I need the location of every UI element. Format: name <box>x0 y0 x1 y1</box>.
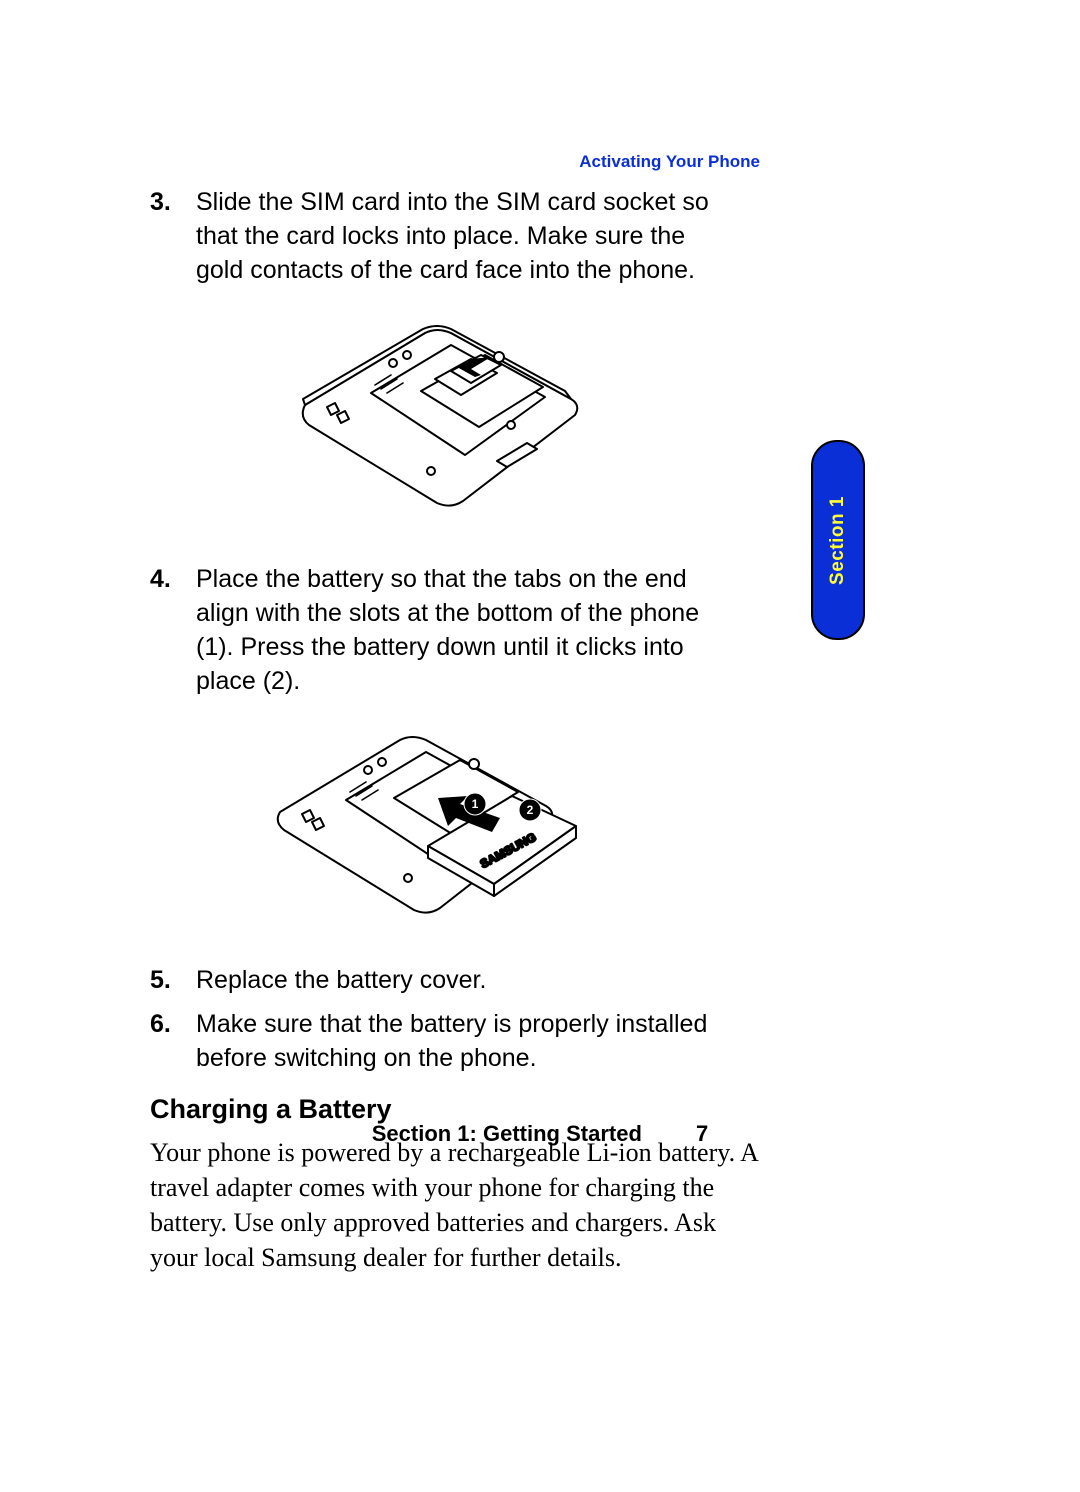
phone-battery-illustration-icon: SAMSUNG 1 2 <box>260 726 620 926</box>
step-text: Make sure that the battery is properly i… <box>196 1008 730 1076</box>
footer-page-number: 7 <box>696 1121 708 1147</box>
step-number: 3. <box>150 186 196 220</box>
section-tab: Section 1 <box>811 440 865 640</box>
body-paragraph: Your phone is powered by a rechargeable … <box>150 1135 770 1275</box>
step-3: 3. Slide the SIM card into the SIM card … <box>150 186 730 287</box>
heading-charging-battery: Charging a Battery <box>150 1094 960 1125</box>
header-topic: Activating Your Phone <box>579 152 760 172</box>
step-number: 6. <box>150 1008 196 1042</box>
footer-section: Section 1: Getting Started <box>372 1121 642 1146</box>
manual-page: Activating Your Phone 3. Slide the SIM c… <box>0 0 1080 1492</box>
svg-text:2: 2 <box>527 803 534 817</box>
step-text: Replace the battery cover. <box>196 964 486 998</box>
step-number: 4. <box>150 563 196 597</box>
step-6: 6. Make sure that the battery is properl… <box>150 1008 730 1076</box>
section-tab-label: Section 1 <box>827 496 849 585</box>
step-5: 5. Replace the battery cover. <box>150 964 730 998</box>
step-4: 4. Place the battery so that the tabs on… <box>150 563 730 698</box>
step-text: Slide the SIM card into the SIM card soc… <box>196 186 730 287</box>
step-text: Place the battery so that the tabs on th… <box>196 563 730 698</box>
step-list: 3. Slide the SIM card into the SIM card … <box>150 186 730 1076</box>
figure-sim-insert <box>150 297 730 553</box>
figure-battery-insert: SAMSUNG 1 2 <box>150 708 730 954</box>
page-footer: Section 1: Getting Started 7 <box>0 1121 1080 1147</box>
step-number: 5. <box>150 964 196 998</box>
phone-sim-illustration-icon <box>275 315 605 525</box>
svg-text:1: 1 <box>472 797 479 811</box>
